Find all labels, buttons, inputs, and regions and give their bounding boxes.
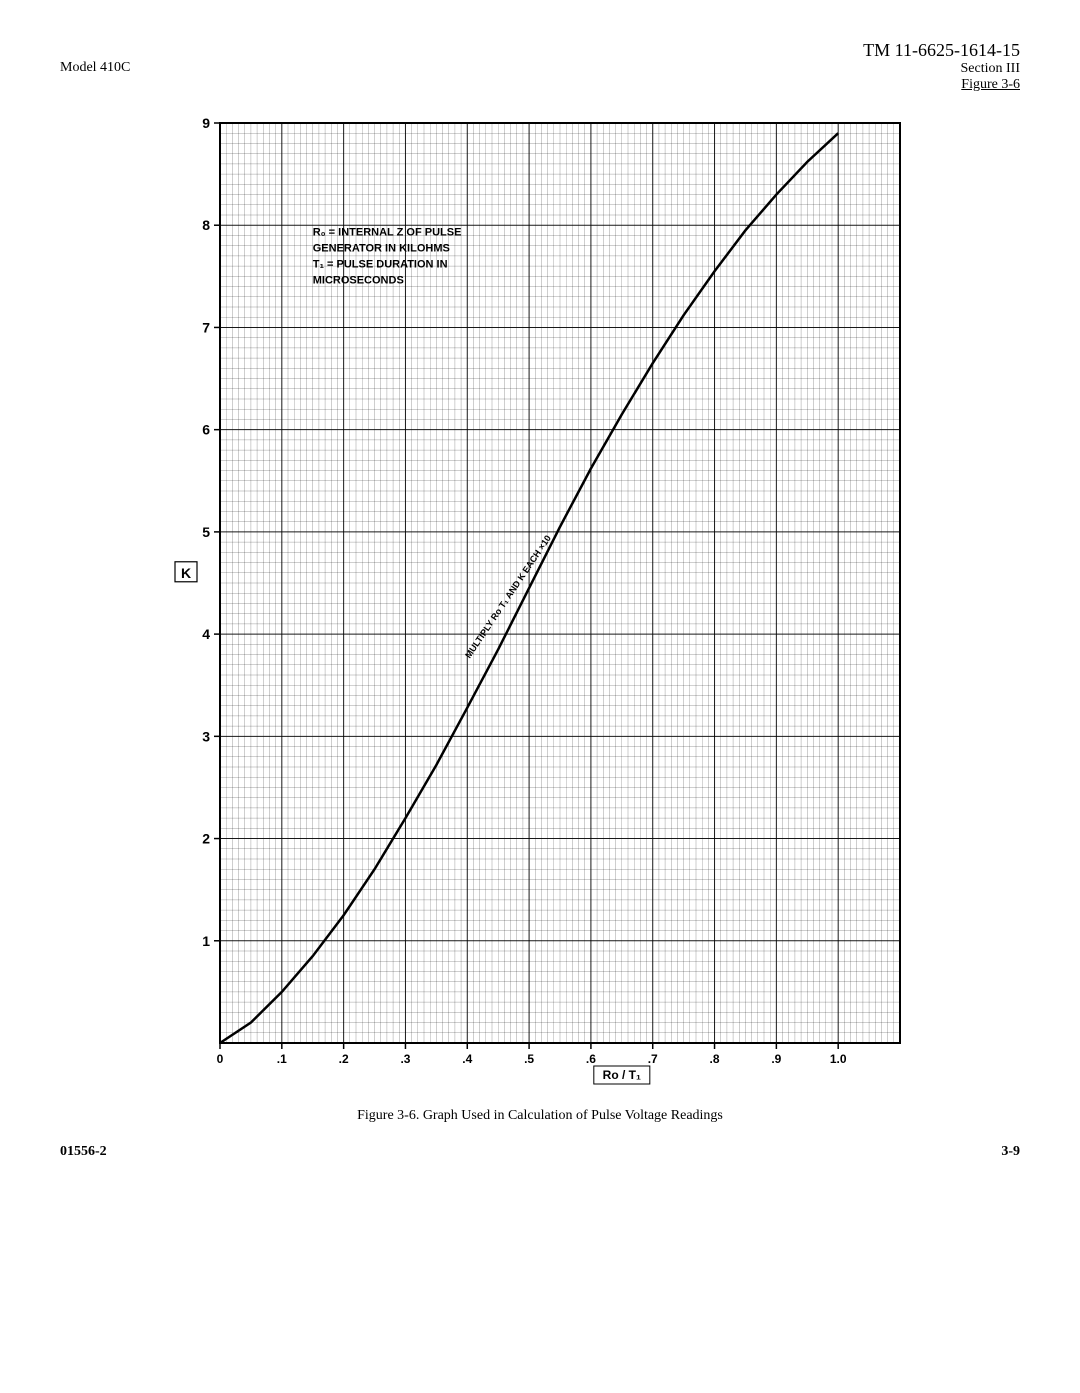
svg-text:.5: .5 bbox=[524, 1052, 534, 1066]
svg-text:T₁ = PULSE DURATION IN: T₁ = PULSE DURATION IN bbox=[313, 258, 448, 270]
footer-left: 01556-2 bbox=[60, 1144, 107, 1160]
footer-right: 3-9 bbox=[1001, 1144, 1020, 1160]
svg-text:8: 8 bbox=[202, 217, 210, 233]
svg-text:GENERATOR IN KILOHMS: GENERATOR IN KILOHMS bbox=[313, 242, 450, 254]
page-footer: 01556-2 3-9 bbox=[60, 1144, 1020, 1160]
tm-number: TM 11-6625-1614-15 bbox=[863, 40, 1020, 61]
svg-text:2: 2 bbox=[202, 831, 210, 847]
svg-text:.4: .4 bbox=[462, 1052, 472, 1066]
figure-caption: Figure 3-6. Graph Used in Calculation of… bbox=[60, 1108, 1020, 1124]
model-label: Model 410C bbox=[60, 40, 130, 76]
svg-text:4: 4 bbox=[202, 626, 210, 642]
svg-text:.1: .1 bbox=[277, 1052, 287, 1066]
svg-text:0: 0 bbox=[217, 1052, 224, 1066]
svg-text:.8: .8 bbox=[710, 1052, 720, 1066]
svg-text:9: 9 bbox=[202, 115, 210, 131]
pulse-voltage-chart: 1 2 3 4 5 6 7 8 9 0 .1 .2 .3 .4 .5 .6 .7 .8 .9 1.0 Ro / T₁ K R… bbox=[170, 113, 910, 1093]
svg-text:Ro / T₁: Ro / T₁ bbox=[603, 1068, 641, 1082]
svg-text:.7: .7 bbox=[648, 1052, 658, 1066]
svg-text:.9: .9 bbox=[771, 1052, 781, 1066]
svg-text:.2: .2 bbox=[339, 1052, 349, 1066]
figure-reference: Figure 3-6 bbox=[863, 77, 1020, 93]
svg-text:6: 6 bbox=[202, 422, 210, 438]
svg-text:1.0: 1.0 bbox=[830, 1052, 847, 1066]
svg-text:.6: .6 bbox=[586, 1052, 596, 1066]
svg-text:7: 7 bbox=[202, 319, 210, 335]
header-right-block: TM 11-6625-1614-15 Section III Figure 3-… bbox=[863, 40, 1020, 93]
svg-text:MICROSECONDS: MICROSECONDS bbox=[313, 274, 404, 286]
svg-text:3: 3 bbox=[202, 728, 210, 744]
page-header: Model 410C TM 11-6625-1614-15 Section II… bbox=[60, 40, 1020, 93]
svg-text:1: 1 bbox=[202, 933, 210, 949]
svg-text:R₀ = INTERNAL Z OF PULSE: R₀ = INTERNAL Z OF PULSE bbox=[313, 226, 462, 238]
svg-text:5: 5 bbox=[202, 524, 210, 540]
section-label: Section III bbox=[863, 61, 1020, 77]
chart-container: 1 2 3 4 5 6 7 8 9 0 .1 .2 .3 .4 .5 .6 .7 .8 .9 1.0 Ro / T₁ K R… bbox=[60, 113, 1020, 1093]
svg-text:.3: .3 bbox=[400, 1052, 410, 1066]
svg-text:K: K bbox=[181, 565, 191, 581]
